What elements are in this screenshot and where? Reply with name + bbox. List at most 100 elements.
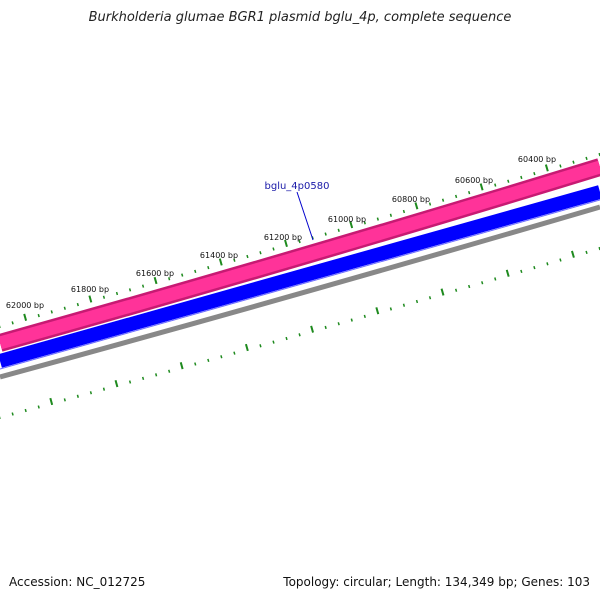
minor-tick [102, 387, 106, 391]
minor-tick [168, 369, 171, 373]
minor-tick [533, 171, 536, 176]
minor-tick [115, 291, 119, 296]
minor-tick [37, 313, 40, 318]
minor-tick [337, 322, 340, 326]
inner-ruler-ticks [0, 246, 600, 419]
major-tick [114, 380, 119, 388]
minor-tick [102, 295, 106, 299]
minor-tick [572, 160, 575, 164]
major-tick [544, 164, 549, 172]
minor-tick [454, 288, 458, 292]
major-tick [375, 307, 380, 315]
minor-tick [363, 221, 366, 225]
minor-tick [37, 405, 40, 409]
major-tick [284, 239, 288, 248]
backbone-track [0, 204, 600, 380]
minor-tick [376, 217, 379, 221]
topology-summary-text: Topology: circular; Length: 134,349 bp; … [283, 575, 590, 589]
minor-tick [389, 307, 393, 311]
forward-strand-track [0, 160, 600, 350]
minor-tick [415, 299, 419, 304]
major-tick [88, 295, 93, 303]
major-tick [49, 397, 54, 406]
minor-tick [24, 408, 27, 413]
minor-tick [246, 254, 249, 259]
minor-tick [389, 213, 393, 217]
minor-tick [494, 183, 497, 187]
minor-tick [324, 232, 327, 236]
minor-tick [494, 277, 497, 281]
bp-label: 61800 bp [71, 285, 109, 294]
major-tick [505, 269, 510, 277]
minor-tick [428, 296, 432, 300]
minor-tick [481, 281, 484, 285]
major-tick [153, 276, 158, 285]
accession-text: Accession: NC_012725 [9, 575, 146, 589]
minor-tick [11, 412, 14, 416]
minor-tick [428, 202, 432, 206]
major-tick [218, 258, 223, 266]
minor-tick [468, 284, 471, 289]
major-tick [440, 288, 445, 296]
minor-tick [259, 344, 262, 348]
minor-tick [89, 391, 93, 395]
gene-pointer-line [296, 191, 314, 241]
minor-tick [141, 284, 145, 288]
minor-tick [50, 310, 53, 314]
minor-tick [533, 265, 536, 270]
gene-label-bglu-4p0580[interactable]: bglu_4p0580 [265, 181, 330, 192]
minor-tick [128, 288, 132, 292]
bp-label: 61600 bp [136, 269, 174, 278]
minor-tick [337, 228, 340, 232]
minor-tick [76, 302, 79, 307]
minor-tick [76, 394, 79, 398]
major-tick [310, 325, 315, 333]
minor-tick [402, 209, 406, 214]
minor-tick [298, 333, 301, 337]
minor-tick [272, 247, 275, 251]
minor-tick [559, 258, 562, 262]
minor-tick [194, 269, 197, 273]
minor-tick [454, 194, 458, 199]
major-tick [570, 250, 575, 258]
outer-ruler-ticks [0, 152, 600, 328]
minor-tick [207, 265, 210, 270]
minor-tick [298, 239, 301, 244]
tracks-group [0, 158, 600, 380]
minor-tick [507, 179, 510, 183]
bp-label: 60600 bp [455, 176, 493, 185]
minor-tick [259, 251, 262, 255]
minor-tick [233, 258, 236, 262]
minor-tick [559, 164, 562, 168]
bp-label: 60800 bp [392, 195, 430, 204]
major-tick [349, 221, 354, 229]
minor-tick [207, 358, 210, 363]
major-tick [414, 202, 419, 210]
minor-tick [285, 336, 288, 341]
minor-tick [141, 376, 145, 381]
bp-label: 62000 bp [6, 301, 44, 310]
major-tick [479, 183, 484, 191]
minor-tick [220, 355, 223, 359]
minor-tick [520, 269, 523, 274]
bp-label: 61400 bp [200, 251, 238, 260]
major-tick [179, 362, 184, 370]
minor-tick [546, 262, 549, 266]
minor-tick [128, 380, 132, 384]
minor-tick [324, 325, 327, 330]
minor-tick [441, 198, 445, 202]
minor-tick [11, 321, 14, 325]
minor-tick [168, 277, 171, 281]
map-title: Burkholderia glumae BGR1 plasmid bglu_4p… [88, 10, 512, 25]
minor-tick [402, 303, 406, 307]
minor-tick [194, 362, 197, 366]
minor-tick [272, 340, 275, 344]
minor-tick [520, 175, 523, 180]
minor-tick [468, 190, 471, 195]
bp-label: 60400 bp [518, 155, 556, 164]
minor-tick [63, 398, 66, 402]
major-tick [244, 343, 249, 352]
major-tick [23, 313, 28, 321]
minor-tick [363, 314, 366, 319]
